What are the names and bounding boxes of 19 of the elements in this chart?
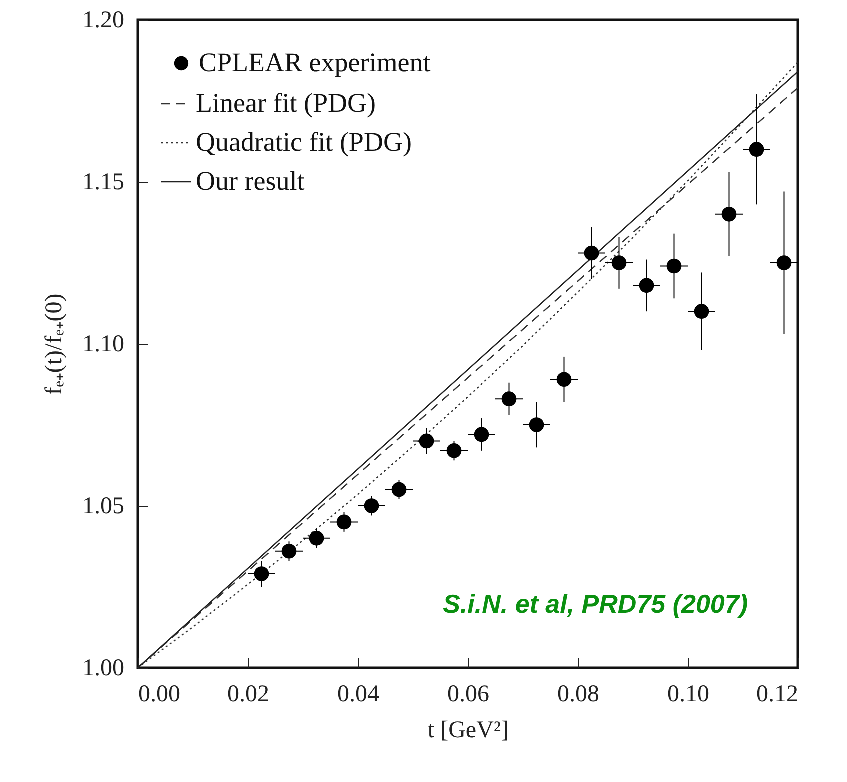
legend-label: Quadratic fit (PDG) <box>196 127 412 157</box>
y-axis-title: fₑ₊(t)/fₑ₊(0) <box>42 294 68 396</box>
y-tick-label: 1.20 <box>82 8 124 34</box>
y-tick-label: 1.10 <box>82 332 124 358</box>
y-tick-label: 1.15 <box>82 170 124 196</box>
x-tick-label: 0.04 <box>338 682 380 708</box>
x-axis-title: t [GeV²] <box>428 718 510 744</box>
x-tick-label: 0.02 <box>228 682 270 708</box>
legend-label: Linear fit (PDG) <box>196 88 376 118</box>
x-tick-label: 0.12 <box>756 682 798 708</box>
legend-label: CPLEAR experiment <box>199 48 432 78</box>
x-tick-label: 0.00 <box>138 682 180 708</box>
legend-label: Our result <box>196 166 306 196</box>
y-tick-label: 1.00 <box>82 656 124 682</box>
annotation: S.i.N. et al, PRD75 (2007) <box>443 589 748 619</box>
x-tick-label: 0.10 <box>668 682 710 708</box>
x-tick-label: 0.08 <box>558 682 600 708</box>
y-tick-label: 1.05 <box>82 494 124 520</box>
x-tick-label: 0.06 <box>448 682 490 708</box>
